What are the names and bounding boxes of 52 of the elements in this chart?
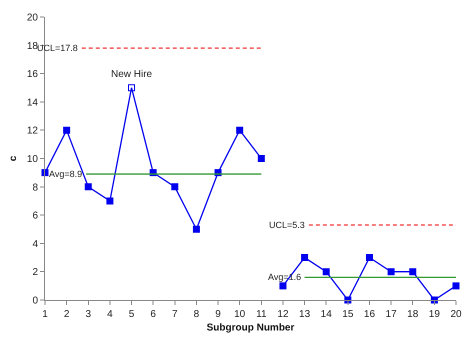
y-tick-label: 16	[26, 69, 38, 80]
point	[171, 183, 178, 190]
y-tick-label: 8	[32, 182, 38, 194]
x-tick-label: 16	[364, 309, 376, 320]
x-tick-label: 1	[42, 309, 48, 320]
series-label: UCL=17.8	[37, 43, 78, 53]
x-tick-label: 18	[407, 309, 419, 320]
x-tick-label: 7	[172, 309, 178, 320]
point	[258, 155, 265, 162]
point	[322, 268, 330, 276]
x-tick-label: 13	[299, 309, 311, 320]
x-tick-label: 19	[428, 309, 440, 320]
series-label: Avg=8.9	[49, 169, 82, 179]
point	[236, 126, 244, 134]
y-tick-label: 12	[26, 126, 38, 137]
y-tick-label: 2	[32, 267, 38, 278]
x-tick-label: 6	[150, 309, 156, 320]
x-tick-label: 17	[386, 309, 398, 320]
y-tick-label: 20	[26, 12, 38, 24]
point	[128, 84, 136, 92]
y-axis-title: c	[8, 155, 19, 162]
x-tick-label: 4	[107, 309, 114, 320]
annotation: New Hire	[111, 69, 153, 80]
x-tick-label: 8	[194, 309, 200, 320]
point	[63, 126, 70, 134]
y-tick-label: 0	[32, 296, 38, 306]
point	[366, 254, 373, 262]
y-tick-label: 14	[26, 97, 38, 108]
x-axis-title: Subgroup Number	[206, 322, 294, 334]
x-tick-label: 9	[215, 309, 222, 320]
point	[106, 197, 114, 204]
y-tick-label: 6	[32, 210, 38, 222]
x-tick-label: 2	[64, 309, 70, 320]
x-tick-label: 5	[128, 309, 135, 320]
x-tick-label: 15	[342, 309, 354, 320]
point	[192, 226, 200, 233]
y-tick-label: 4	[32, 238, 38, 250]
x-tick-label: 20	[450, 309, 462, 320]
point	[301, 254, 308, 262]
x-tick-label: 11	[256, 309, 267, 320]
point	[409, 268, 416, 276]
point	[279, 282, 286, 290]
y-tick-label: 10	[26, 154, 38, 165]
point	[84, 183, 92, 190]
x-tick-label: 12	[277, 309, 289, 320]
x-tick-label: 14	[320, 309, 332, 320]
x-tick-label: 3	[85, 309, 92, 320]
x-tick-label: 10	[234, 309, 246, 320]
y-tick-label: 18	[26, 40, 38, 52]
point	[452, 282, 460, 290]
point	[388, 268, 395, 276]
series-label: UCL=5.3	[269, 220, 305, 230]
